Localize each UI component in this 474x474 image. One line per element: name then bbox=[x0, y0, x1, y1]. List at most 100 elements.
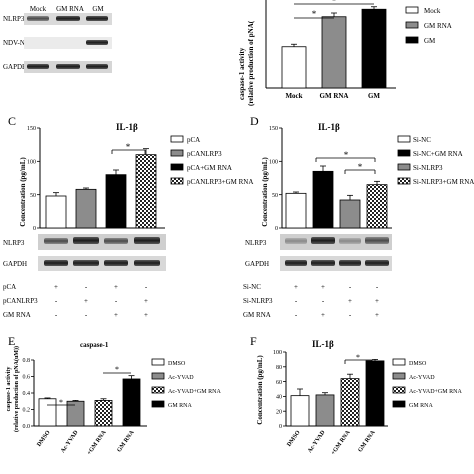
panel-b-ylabel-2: (relative production of pNA( bbox=[247, 20, 255, 106]
blot-col-gm-rna: GM RNA bbox=[56, 5, 84, 13]
legend-swatch bbox=[170, 135, 184, 143]
blot-col-mock: Mock bbox=[30, 5, 47, 13]
panel-e-ylabel-2: (relative production of pNA(uM)) bbox=[13, 346, 20, 432]
panel-c-bars bbox=[45, 148, 157, 229]
y-tick-label: 0.2 bbox=[23, 408, 31, 414]
sig-star: * bbox=[332, 0, 337, 6]
treatment-label: Si-NLRP3 bbox=[243, 297, 273, 305]
sig-star: * bbox=[344, 150, 349, 160]
y-tick-label: 100 bbox=[27, 160, 36, 166]
bar bbox=[365, 360, 385, 427]
panel-e-ylabel-1: caspase-1 activity bbox=[6, 367, 12, 412]
legend-swatch bbox=[405, 21, 419, 29]
panel-f-legend: DMSO Ac-YVAD Ac-YVAD+GM RNA GM RNA bbox=[392, 358, 462, 409]
panel-letter: F bbox=[250, 334, 257, 348]
legend-label: pCANLRP3 bbox=[187, 150, 222, 158]
sig-star: * bbox=[126, 142, 131, 152]
y-tick-label: 0.4 bbox=[23, 391, 31, 397]
legend-swatch bbox=[151, 386, 165, 394]
y-tick-label: 0 bbox=[33, 226, 36, 232]
legend-swatch bbox=[170, 163, 184, 171]
panel-title: IL-1β bbox=[318, 122, 340, 132]
treatment-label: GM RNA bbox=[243, 311, 271, 319]
panel-title: IL-1β bbox=[116, 122, 138, 132]
band bbox=[86, 64, 108, 69]
blot-row-gapdh: GAPDH bbox=[3, 260, 27, 268]
legend-label: GM bbox=[424, 37, 436, 45]
treatment-sign: - bbox=[55, 297, 58, 305]
band bbox=[73, 237, 99, 244]
band bbox=[285, 260, 307, 266]
y-tick-label: 0.0 bbox=[23, 424, 31, 430]
y-tick-label: 0 bbox=[279, 424, 282, 430]
panel-c-blot: NLRP3 GAPDH bbox=[3, 234, 166, 271]
tick-label: GM RNA bbox=[116, 429, 136, 453]
panel-title: caspase-1 bbox=[80, 341, 109, 349]
y-tick-label: 40 bbox=[276, 395, 282, 401]
legend-swatch bbox=[397, 149, 411, 157]
band bbox=[285, 238, 307, 244]
bar bbox=[281, 46, 307, 89]
bar bbox=[285, 192, 307, 229]
y-tick-label: 0 bbox=[275, 226, 278, 232]
blot-col-gm: GM bbox=[92, 5, 104, 13]
panel-b-legend: Mock GM RNA GM bbox=[405, 6, 452, 45]
bar bbox=[105, 174, 127, 229]
legend-label: GM RNA bbox=[168, 403, 193, 409]
blot-strip bbox=[38, 256, 166, 271]
treatment-sign: + bbox=[114, 311, 118, 319]
legend-label: Si-NC bbox=[413, 136, 431, 144]
y-tick-label: 80 bbox=[276, 365, 282, 371]
treatment-sign: + bbox=[54, 283, 58, 291]
tick-label: +GM RNA bbox=[331, 429, 352, 456]
legend-swatch bbox=[151, 372, 165, 380]
legend-label: Ac-YVAD bbox=[168, 375, 194, 381]
legend-swatch bbox=[170, 177, 184, 185]
panel-letter: D bbox=[250, 114, 259, 128]
y-tick-label: 150 bbox=[269, 126, 278, 132]
tick-label: GM RNA bbox=[357, 429, 377, 453]
panel-d-bars bbox=[285, 165, 388, 229]
y-tick-label: 20 bbox=[276, 409, 282, 415]
legend-swatch bbox=[405, 36, 419, 44]
band bbox=[104, 260, 128, 266]
legend-swatch bbox=[405, 6, 419, 14]
panel-title: IL-1β bbox=[312, 339, 334, 349]
y-tick-label: 50 bbox=[272, 193, 278, 199]
tick-label: Ac-YVAD bbox=[307, 429, 327, 454]
tick-label: Mock bbox=[285, 92, 302, 100]
band bbox=[44, 238, 68, 244]
treatment-sign: - bbox=[115, 297, 118, 305]
panel-c-y-axis: 0 50 100 150 bbox=[27, 126, 41, 232]
treatment-sign: + bbox=[84, 297, 88, 305]
treatment-sign: - bbox=[295, 297, 298, 305]
legend-swatch bbox=[392, 358, 406, 366]
treatment-sign: + bbox=[375, 297, 379, 305]
panel-f-y-axis: 0 20 40 60 80 100 bbox=[273, 350, 287, 430]
y-tick-label: 100 bbox=[269, 160, 278, 166]
panel-e: E caspase-1 caspase-1 activity (relative… bbox=[6, 334, 221, 456]
bar bbox=[340, 378, 360, 427]
blot-row-gapdh: GAPDH bbox=[3, 63, 27, 71]
bar bbox=[94, 400, 113, 427]
bar bbox=[366, 184, 388, 229]
panel-d-treatments: Si-NC + + - - Si-NLRP3 - - + + GM RNA - + - + bbox=[243, 283, 379, 319]
legend-label: Mock bbox=[424, 7, 441, 15]
legend-label: Si-NLRP3+GM RNA bbox=[413, 178, 474, 186]
blot-strip bbox=[38, 234, 166, 250]
treatment-sign: - bbox=[85, 283, 88, 291]
panel-e-y-axis: 0.0 0.2 0.4 0.6 0.8 bbox=[23, 358, 35, 430]
panel-d-y-axis: 0 50 100 150 bbox=[269, 126, 283, 232]
treatment-label: pCA bbox=[3, 283, 16, 291]
band bbox=[86, 40, 108, 45]
legend-label: pCANLRP3+GM RNA bbox=[187, 178, 253, 186]
blot-row-ndv-np: NDV-NP bbox=[3, 39, 29, 47]
treatment-label: Si-NC bbox=[243, 283, 261, 291]
y-tick-label: 50 bbox=[30, 193, 36, 199]
band bbox=[339, 260, 361, 266]
panel-e-bars bbox=[38, 375, 141, 427]
treatment-sign: + bbox=[144, 297, 148, 305]
band bbox=[104, 238, 128, 244]
treatment-sign: + bbox=[348, 297, 352, 305]
